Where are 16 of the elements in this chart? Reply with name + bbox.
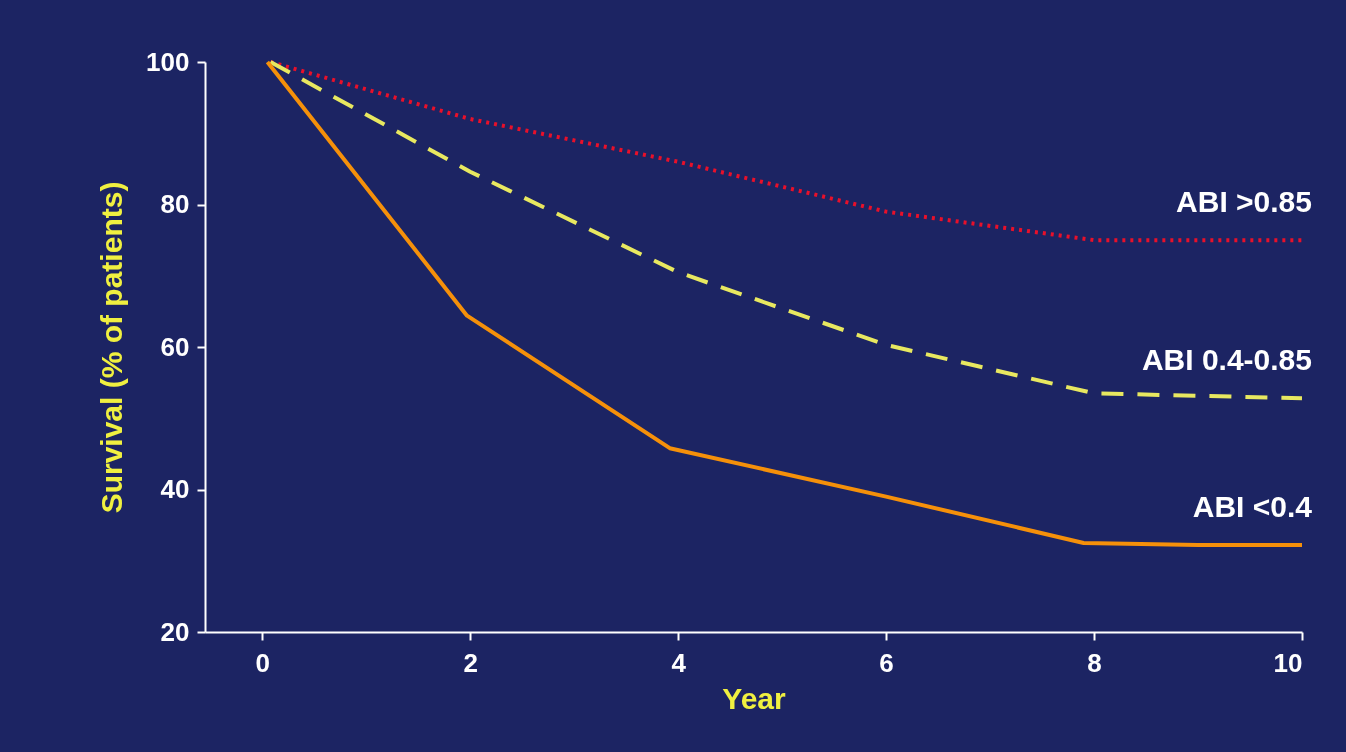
series-label: ABI <0.4 — [1192, 490, 1313, 524]
x-tick-label: 0 — [255, 647, 270, 678]
x-axis-title: Year — [722, 681, 787, 715]
series-label: ABI 0.4-0.85 — [1141, 343, 1312, 377]
y-tick-label: 80 — [160, 189, 190, 219]
y-tick-label: 20 — [160, 616, 190, 647]
x-tick-label: 8 — [1087, 647, 1102, 678]
y-tick-label: 100 — [146, 46, 190, 77]
x-tick-label: 4 — [671, 647, 687, 678]
y-tick-label: 60 — [160, 331, 190, 362]
series-label: ABI >0.85 — [1176, 185, 1312, 219]
x-tick-label: 10 — [1273, 647, 1303, 678]
x-tick-label: 2 — [463, 647, 478, 678]
x-tick-label: 6 — [879, 647, 894, 678]
y-tick-label: 40 — [160, 474, 190, 504]
y-axis-title: Survival (% of patients) — [95, 181, 129, 514]
